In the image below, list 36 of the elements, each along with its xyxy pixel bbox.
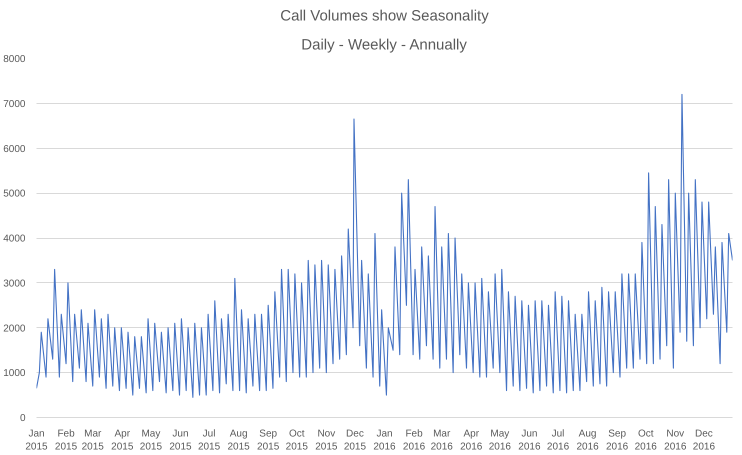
x-tick-label: Sep 2015 (257, 428, 280, 453)
x-tick-label: Jul 2016 (546, 428, 570, 453)
x-tick-label: Mar 2016 (430, 428, 454, 453)
x-tick-label: May 2016 (488, 428, 512, 453)
y-tick-label: 4000 (3, 234, 26, 244)
y-tick-label: 5000 (3, 188, 26, 200)
x-tick-label: Mar 2015 (82, 428, 104, 453)
x-tick-label: Jan 2015 (25, 428, 48, 453)
x-tick-label: Dec 2016 (692, 428, 716, 453)
x-tick-label: Jun 2015 (169, 428, 192, 453)
y-tick-label: 6000 (3, 144, 26, 155)
line-series (36, 94, 732, 398)
x-tick-label: Jan 2016 (373, 428, 396, 453)
x-tick-label: Feb 2016 (402, 428, 426, 453)
x-tick-label: Apr 2016 (460, 428, 483, 453)
x-tick-label: Apr 2015 (111, 428, 134, 453)
y-tick-label: 1000 (3, 368, 26, 380)
y-tick-label: 8000 (3, 54, 26, 65)
y-tick-label: 3000 (3, 278, 26, 290)
y-tick-label: 2000 (3, 323, 26, 334)
chart-subtitle: Daily - Weekly - Annually (301, 36, 468, 54)
x-tick-label: Aug 2015 (228, 428, 250, 453)
y-tick-label: 7000 (3, 98, 26, 110)
x-tick-label: Jun 2016 (518, 428, 541, 453)
x-tick-label: Nov 2015 (315, 428, 338, 453)
x-tick-label: Oct 2016 (634, 428, 658, 453)
x-tick-label: Aug 2016 (576, 428, 600, 453)
x-tick-label: Dec 2015 (344, 428, 367, 453)
x-tick-label: Oct 2015 (286, 428, 308, 453)
x-tick-label: Jul 2015 (198, 428, 221, 453)
y-tick-label: 0 (20, 413, 26, 424)
x-tick-label: May 2015 (140, 428, 162, 453)
x-tick-label: Nov 2016 (664, 428, 687, 453)
x-tick-label: Sep 2016 (606, 428, 629, 453)
x-tick-label: Feb 2015 (54, 428, 78, 453)
chart-title: Call Volumes show Seasonality (280, 8, 490, 24)
